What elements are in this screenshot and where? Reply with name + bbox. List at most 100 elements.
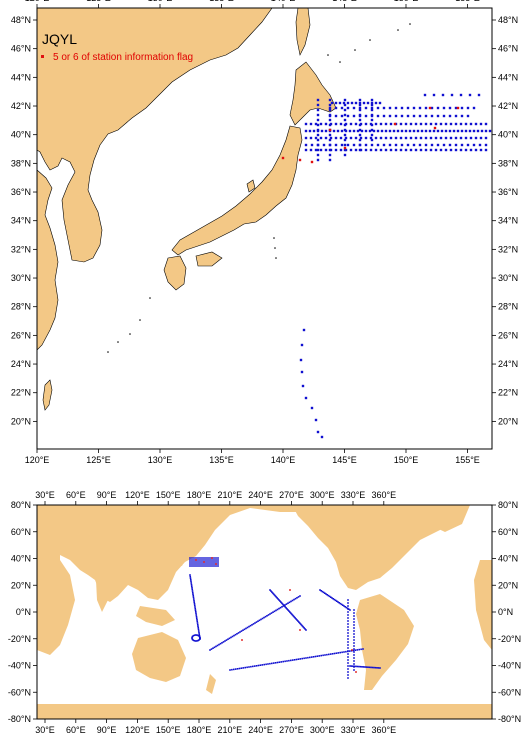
station-marker [193,603,196,605]
station-marker [347,623,349,625]
station-marker [424,122,428,126]
bottom-map: 30°E 30°E 60°E 60°E 90°E 90°E 120°E 120°E 150°E 1… [8,490,521,735]
station-marker [328,103,332,107]
station-marker [370,123,374,127]
station-marker [276,661,279,664]
station-marker [189,565,191,567]
station-marker [236,633,238,635]
station-marker [377,667,380,669]
station-marker [364,129,368,133]
station-marker [347,617,349,619]
station-marker [191,591,194,594]
station-marker [245,627,247,630]
station-marker [347,626,349,628]
map-title: JQYL [42,31,77,47]
station-marker [484,129,488,133]
station-marker [342,604,344,606]
top-map-y-tick-label-right: 28°N [498,302,518,312]
station-marker [358,665,360,668]
station-marker [196,623,199,626]
station-marker [352,114,356,118]
station-marker [211,561,213,563]
station-marker [353,645,355,647]
station-marker [222,641,225,643]
station-marker [328,108,332,112]
station-marker [191,557,193,559]
bottom-map-x-tick-label-bottom: 150°E [156,725,181,735]
station-marker [474,136,478,140]
station-marker [205,565,207,567]
station-marker [291,599,294,602]
station-marker [309,656,311,659]
bottom-map-x-tick-label-bottom: 90°E [97,725,117,735]
station-marker [201,565,203,567]
station-marker [333,598,336,601]
station-marker [205,557,207,559]
land-new-zealand [206,674,216,694]
station-marker [341,651,343,654]
station-marker [449,148,453,152]
station-marker [369,148,373,152]
station-marker [452,129,456,133]
flagged-station-marker [355,671,357,673]
station-marker [266,615,268,617]
station-marker [412,114,416,118]
bottom-map-y-tick-label-right: 20°N [498,580,518,590]
station-marker [270,590,272,592]
station-marker [448,114,452,118]
station-marker [350,665,353,667]
station-marker [360,129,364,133]
station-marker [328,138,332,142]
station-marker [316,430,320,434]
station-marker [441,93,445,97]
station-marker [370,98,374,102]
station-marker [430,106,434,110]
station-marker [328,113,332,117]
station-marker [348,608,350,610]
station-marker [436,129,440,133]
station-marker [195,634,197,636]
station-marker [412,129,416,133]
station-marker [250,665,252,668]
station-marker [419,148,423,152]
station-marker [343,118,347,122]
station-marker [370,138,374,142]
top-map-x-tick-label-top: 125°E [86,0,111,3]
station-marker [479,148,483,152]
station-marker [191,588,194,591]
station-marker [316,103,320,107]
station-marker [358,648,360,651]
station-marker [365,666,368,668]
station-marker [294,597,297,600]
bottom-map-x-tick-label-bottom: 180°E [187,725,212,735]
flagged-station-marker [343,146,347,150]
bottom-map-x-tick-label-bottom: 330°E [341,725,366,735]
bottom-map-y-tick-label-left: 20°N [11,580,31,590]
station-marker [332,129,336,133]
station-marker [436,143,440,147]
bottom-map-x-tick-label-top: 360°E [371,490,396,500]
top-map-small-islands [107,23,411,353]
station-marker [454,114,458,118]
station-marker [424,143,428,147]
station-marker [324,129,328,133]
station-marker [334,143,338,147]
station-marker [358,123,362,127]
station-marker [273,610,276,613]
station-marker [361,666,363,668]
station-marker [347,653,349,655]
station-marker [326,594,328,596]
station-marker [192,595,195,597]
station-marker [301,657,303,660]
top-map-y-tick-label-left: 36°N [11,187,31,197]
station-marker [207,561,209,563]
top-map-stations [299,93,492,439]
station-marker [344,136,348,140]
station-marker [191,637,193,640]
station-marker [289,612,292,614]
flagged-station-marker [393,122,397,126]
station-marker [257,620,259,622]
station-marker [314,418,318,422]
station-marker [389,122,393,126]
station-marker [347,656,349,658]
